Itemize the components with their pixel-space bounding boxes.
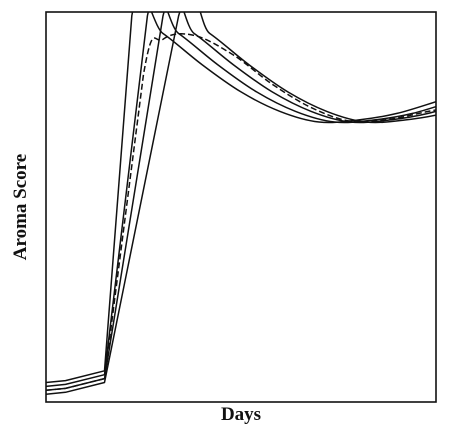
series-line-4 (46, 12, 436, 395)
series-line-5-dashed (46, 33, 436, 392)
plot-frame (45, 11, 437, 403)
x-axis-title: Days (221, 404, 261, 425)
series-line-3 (46, 12, 436, 392)
series-layer (46, 12, 436, 395)
series-line-1 (46, 12, 436, 384)
series-line-2 (46, 12, 436, 388)
y-axis-title: Aroma Score (10, 154, 31, 260)
